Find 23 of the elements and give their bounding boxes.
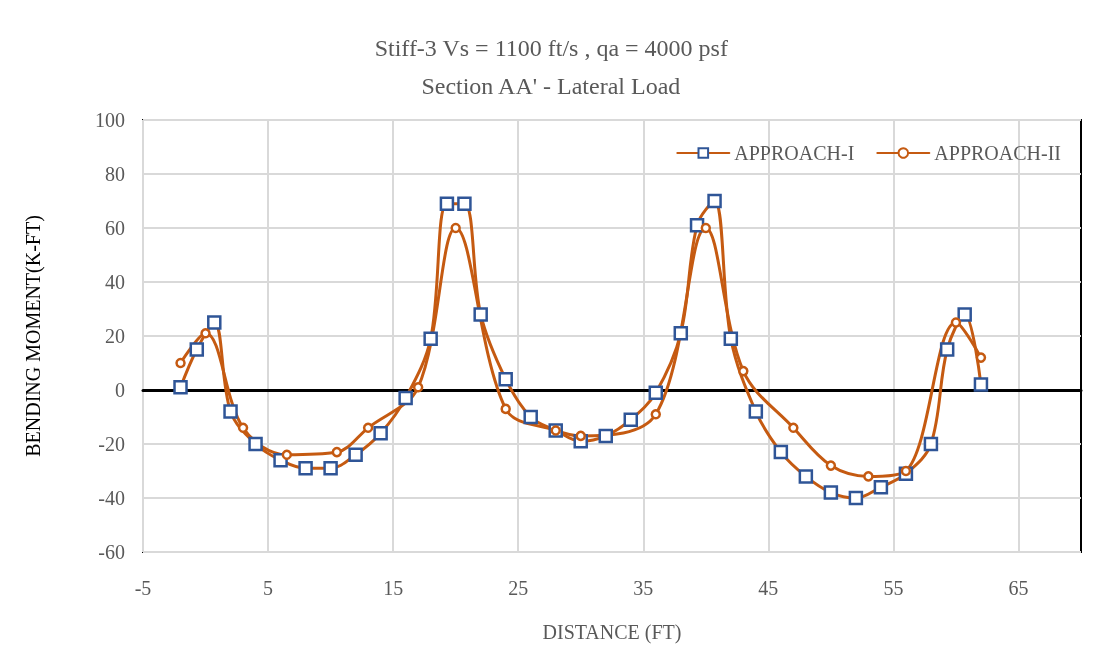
x-tick-label: 15 (383, 577, 404, 599)
legend-label: APPROACH-II (934, 142, 1062, 164)
x-tick-label: 35 (633, 577, 654, 599)
x-tick-label: 25 (508, 577, 529, 599)
x-axis-title: DISTANCE (FT) (542, 621, 682, 644)
x-tick-label: 45 (758, 577, 779, 599)
x-tick-label: 5 (263, 577, 274, 599)
y-tick-label: -20 (98, 433, 125, 455)
y-tick-label: -60 (98, 541, 125, 563)
y-axis-title: BENDING MOMENT(K-FT) (22, 215, 45, 457)
x-tick-label: -5 (134, 577, 152, 599)
y-tick-label: 60 (105, 217, 125, 239)
y-tick-label: 40 (105, 271, 125, 293)
chart-title: Stiff-3 Vs = 1100 ft/s , qa = 4000 psf (374, 35, 728, 61)
y-tick-label: -40 (98, 487, 125, 509)
legend-label: APPROACH-I (734, 142, 855, 164)
chart-subtitle: Section AA' - Lateral Load (421, 73, 681, 99)
y-tick-label: 0 (115, 379, 125, 401)
y-tick-label: 20 (105, 325, 125, 347)
y-tick-label: 100 (95, 109, 125, 131)
y-tick-label: 80 (105, 163, 125, 185)
x-tick-label: 65 (1008, 577, 1029, 599)
x-tick-label: 55 (883, 577, 904, 599)
